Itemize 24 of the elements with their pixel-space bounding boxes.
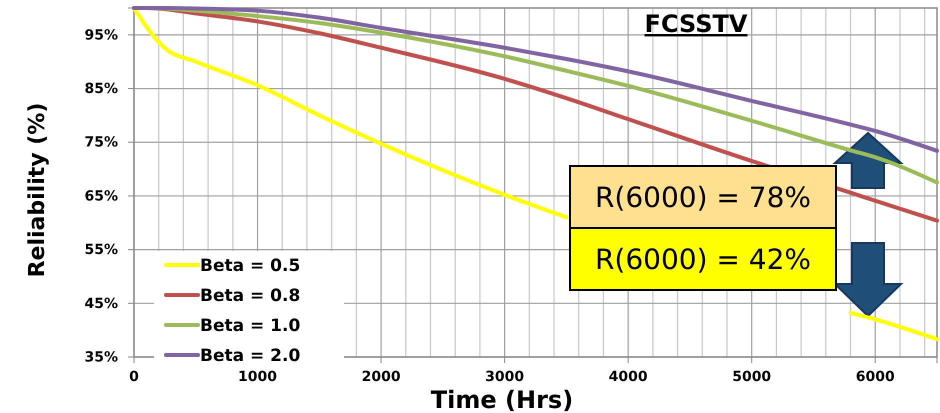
x-tick-label: 5000 [732, 368, 772, 385]
y-tick-label: 45% [84, 296, 118, 312]
y-tick-label: 95% [84, 27, 118, 44]
y-tick-label: 55% [84, 242, 118, 258]
line-series [132, 6, 939, 153]
x-tick-label: 2000 [362, 368, 401, 385]
x-tick-label: 1000 [238, 368, 278, 385]
annotation: R(6000) = 42% [594, 243, 812, 276]
y-tick-label: 85% [84, 81, 118, 98]
legend-label: Beta = 0.5 [200, 256, 300, 276]
x-tick-label: 6000 [856, 368, 895, 385]
legend-label: Beta = 1.0 [200, 316, 300, 336]
chart-title: FCSSTV [644, 10, 748, 38]
x-tick-label: 4000 [608, 368, 648, 385]
annotation: R(6000) = 78% [594, 181, 812, 214]
y-tick-label: 65% [84, 188, 118, 204]
x-tick-label: 0 [129, 368, 140, 385]
legend-label: Beta = 0.8 [200, 286, 300, 306]
x-tick-label: 3000 [485, 368, 524, 385]
x-axis-title: Time (Hrs) [430, 386, 574, 413]
legend-label: Beta = 2.0 [200, 346, 300, 366]
y-axis-title: Reliability (%) [25, 102, 50, 278]
y-tick-label: 75% [84, 134, 118, 151]
y-tick-label: 35% [84, 349, 118, 366]
